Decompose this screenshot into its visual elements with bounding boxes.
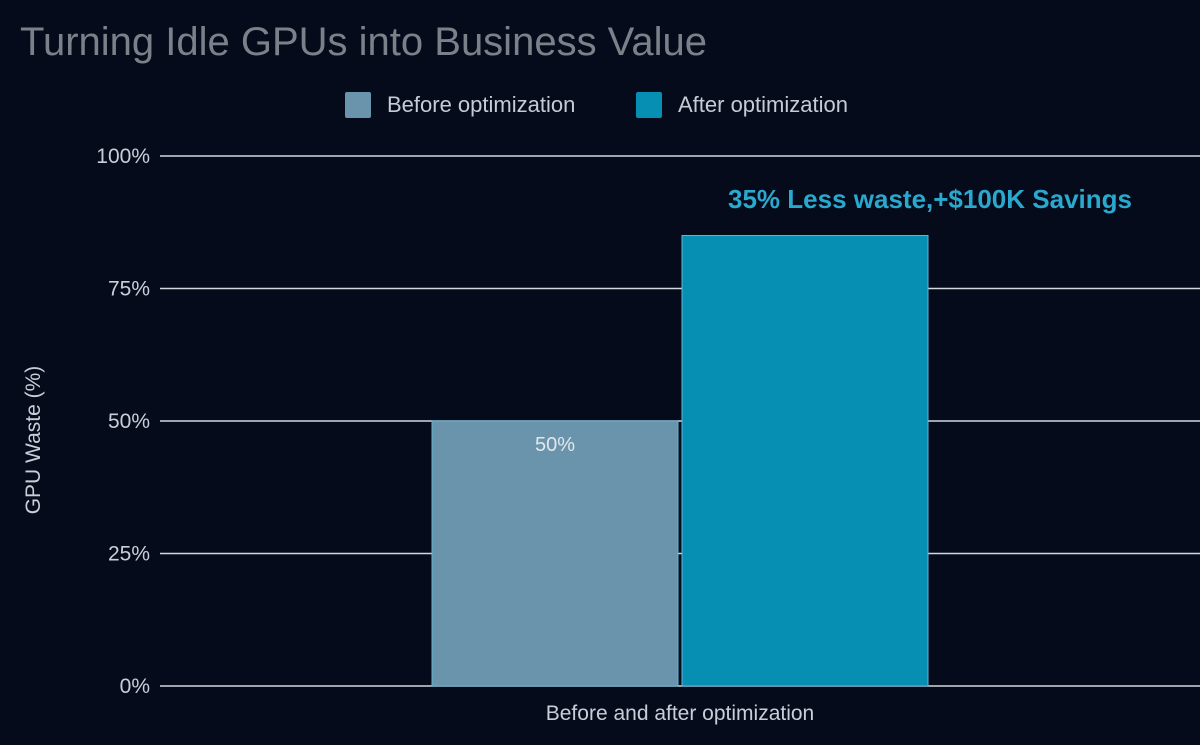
chart-title: Turning Idle GPUs into Business Value xyxy=(20,20,708,64)
y-tick-label: 0% xyxy=(120,675,150,698)
y-tick-label: 25% xyxy=(108,543,150,566)
legend-swatch-before xyxy=(345,92,371,118)
y-tick-label: 75% xyxy=(108,278,150,301)
bar-after xyxy=(681,235,929,687)
data-label: 50% xyxy=(535,434,575,456)
annotation-savings: 35% Less waste,+$100K Savings xyxy=(728,184,1132,214)
legend-swatch-after xyxy=(636,92,662,118)
legend-label-before: Before optimization xyxy=(387,92,576,117)
y-axis-title: GPU Waste (%) xyxy=(22,366,45,515)
x-axis-title: Before and after optimization xyxy=(546,702,815,725)
y-tick-label: 50% xyxy=(108,410,150,433)
bar-before xyxy=(431,420,679,687)
y-tick-label: 100% xyxy=(96,145,150,168)
legend-label-after: After optimization xyxy=(678,92,848,117)
legend: Before optimization After optimization xyxy=(0,90,1200,120)
